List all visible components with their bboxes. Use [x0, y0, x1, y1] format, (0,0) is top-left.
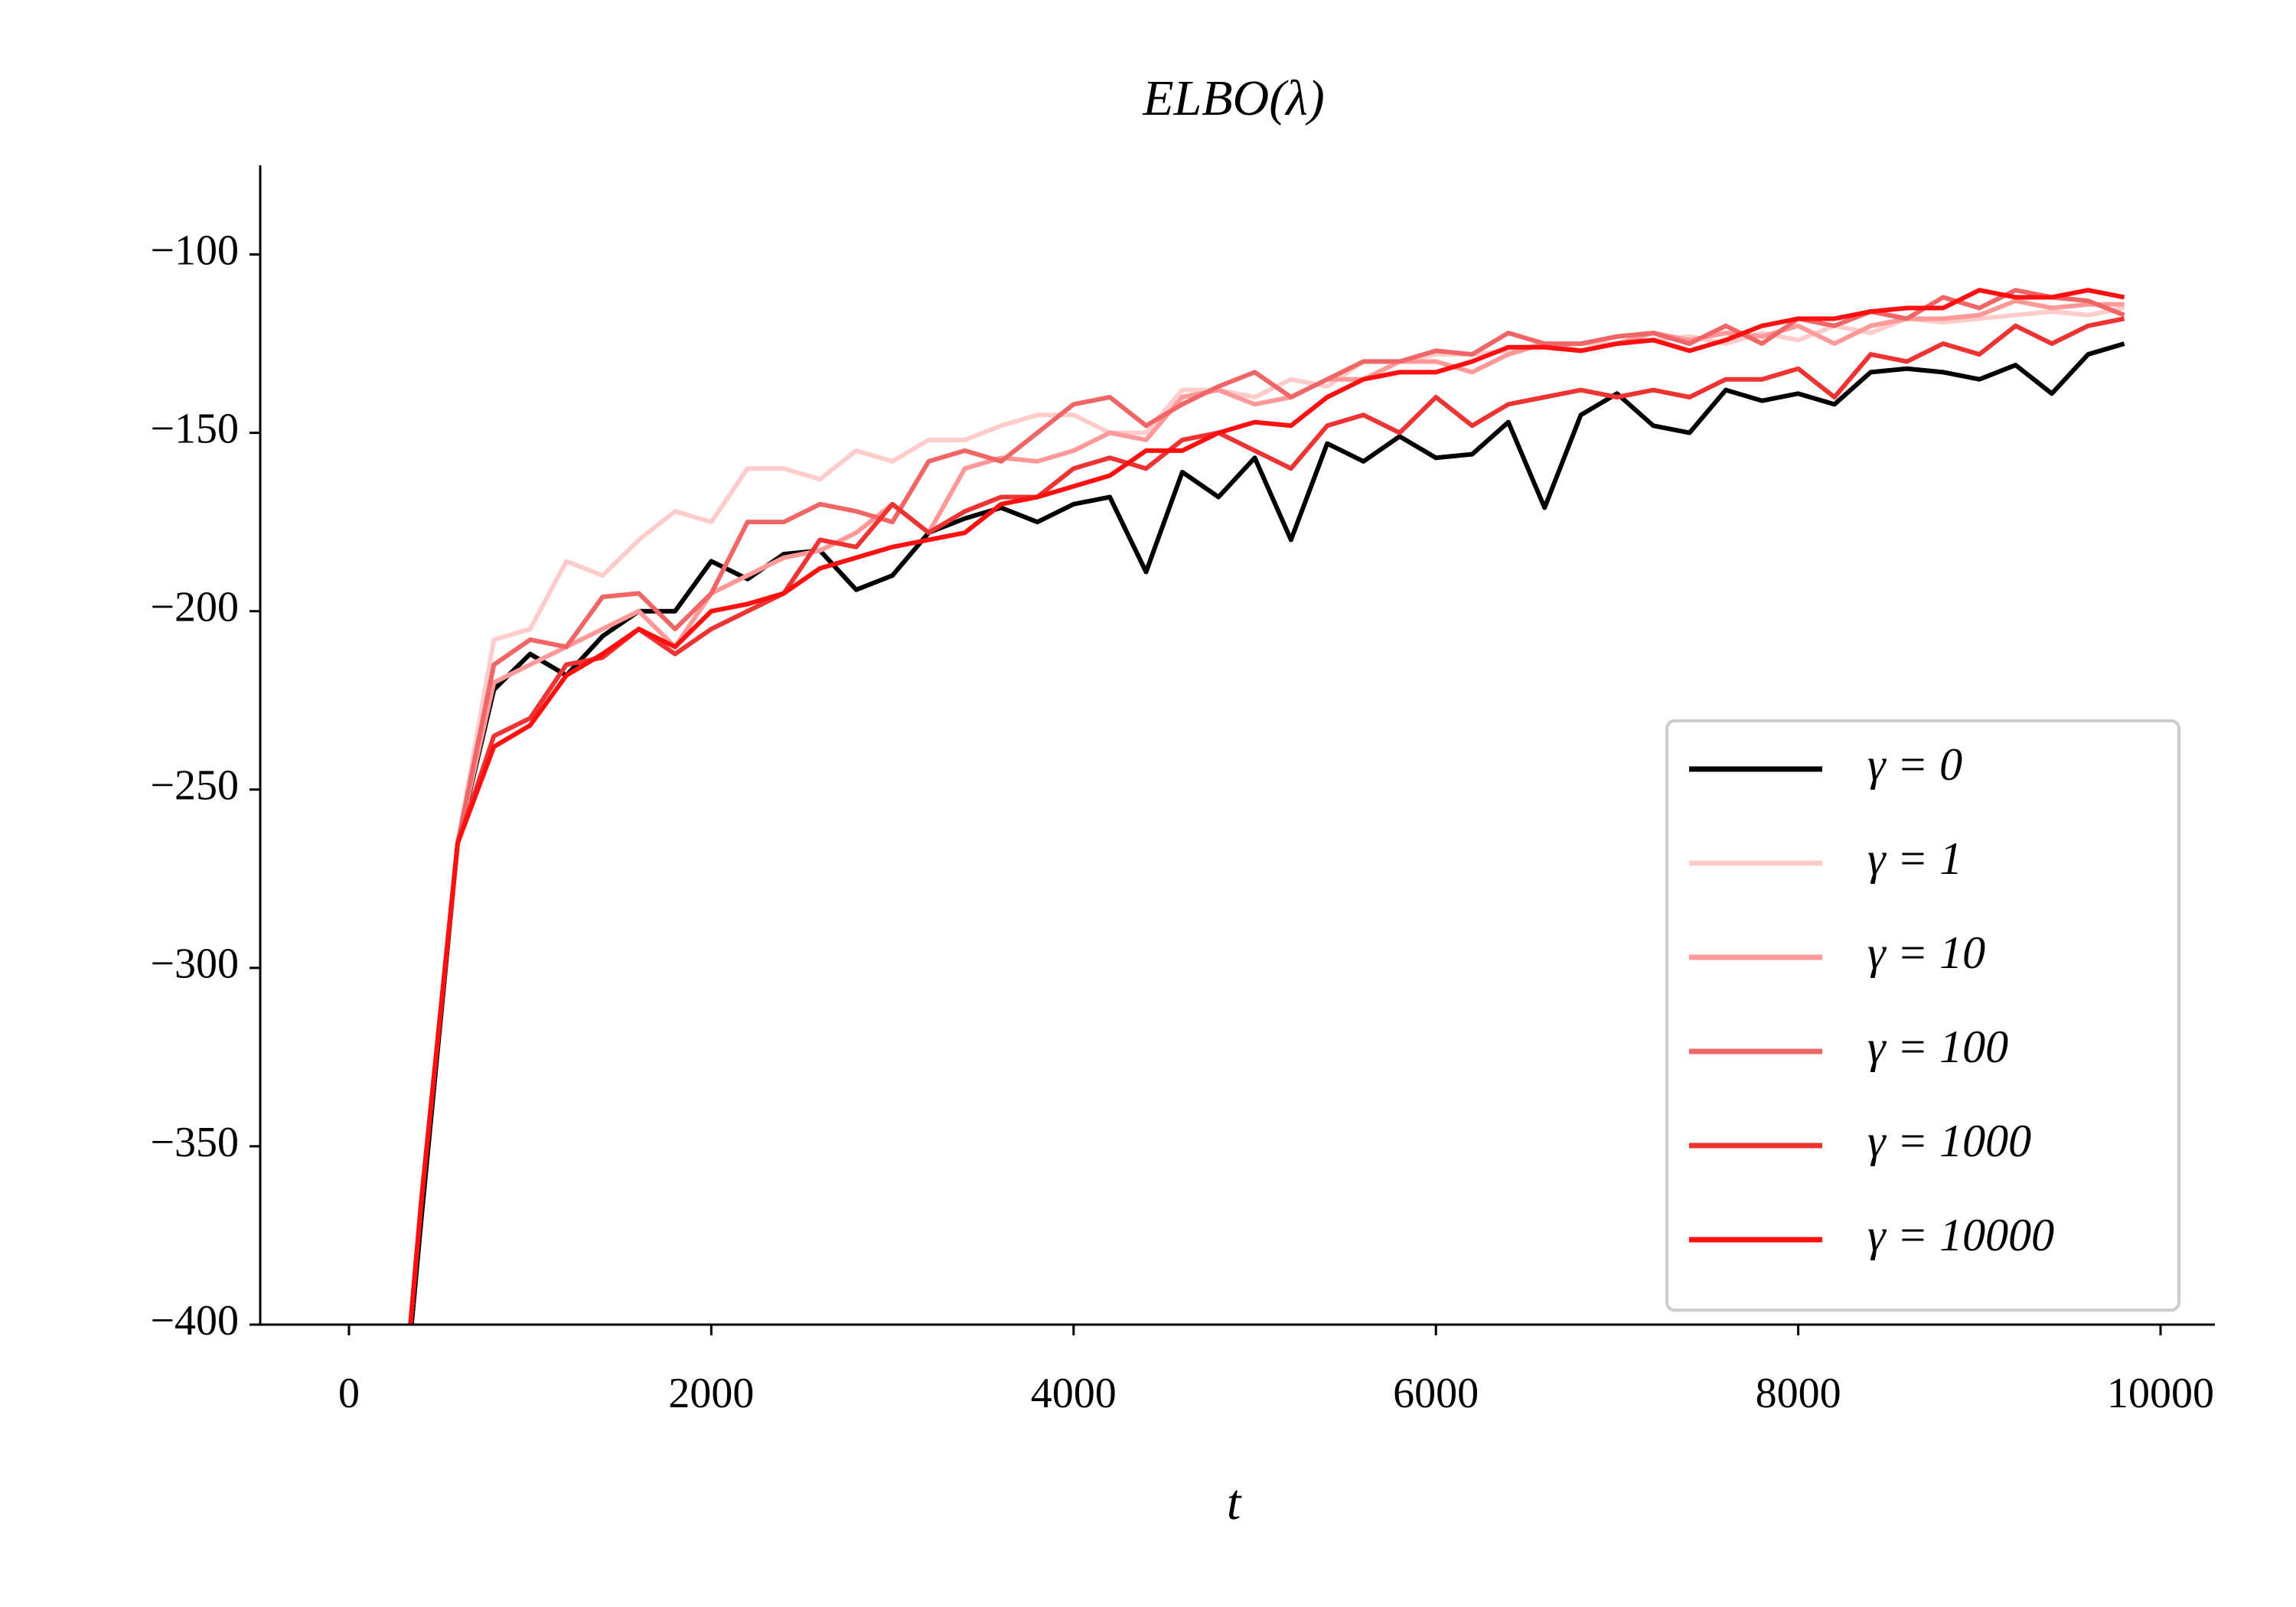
legend-box [1665, 719, 2180, 1312]
legend-label: γ = 100 [1867, 1022, 2008, 1072]
legend-label: γ = 1 [1867, 833, 1962, 884]
series-line [408, 288, 2125, 1325]
chart-title: ELBO(λ) [1142, 70, 1325, 126]
series-line [408, 298, 2125, 1325]
x-tick-label: 8000 [1756, 1370, 1841, 1417]
series-line [408, 288, 2125, 1325]
y-tick-label: −200 [150, 584, 239, 631]
legend: γ = 0 γ = 1 γ = 10 γ = 100 γ = 1000 γ = 10000 [1665, 719, 2180, 1312]
y-tick-label: −100 [150, 227, 239, 274]
legend-label: γ = 1000 [1867, 1116, 2031, 1166]
x-tick-label: 2000 [668, 1370, 754, 1417]
series-line [408, 305, 2125, 1325]
x-tick-label: 4000 [1031, 1370, 1117, 1417]
y-tick-label: −250 [150, 762, 239, 810]
legend-label: γ = 0 [1867, 739, 1962, 790]
legend-label: γ = 10000 [1867, 1210, 2054, 1260]
plot-area [408, 288, 2125, 1325]
x-axis-label: t [1227, 1475, 1242, 1530]
legend-label: γ = 10 [1867, 927, 1985, 978]
y-tick-label: −300 [150, 940, 239, 988]
y-tick-label: −350 [150, 1119, 239, 1166]
series-line [409, 341, 2125, 1325]
x-tick-label: 10000 [2107, 1370, 2214, 1417]
y-tick-label: −400 [150, 1297, 239, 1345]
x-tick-label: 0 [338, 1370, 360, 1417]
x-tick-label: 6000 [1393, 1370, 1479, 1417]
y-tick-label: −150 [150, 405, 239, 452]
